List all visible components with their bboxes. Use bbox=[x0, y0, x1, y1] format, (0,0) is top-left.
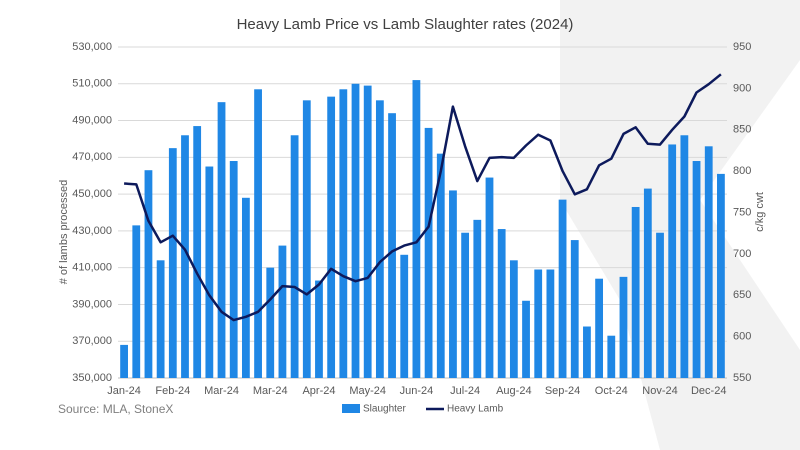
bar bbox=[339, 89, 348, 379]
bar bbox=[680, 135, 689, 378]
y2-tick-label: 750 bbox=[733, 206, 751, 218]
bar bbox=[400, 254, 409, 378]
bar bbox=[278, 245, 287, 378]
bar bbox=[168, 148, 177, 378]
bar bbox=[363, 85, 372, 378]
bar bbox=[583, 326, 591, 378]
y2-tick-label: 850 bbox=[733, 124, 751, 136]
bar bbox=[497, 229, 506, 378]
x-tick-label: Sep-24 bbox=[545, 385, 580, 397]
bar bbox=[668, 144, 677, 378]
source: Source: MLA, StoneX bbox=[58, 402, 173, 416]
y2-tick-label: 900 bbox=[733, 82, 751, 94]
x-tick-label: May-24 bbox=[349, 385, 386, 397]
bar bbox=[181, 135, 189, 378]
bar bbox=[461, 232, 470, 378]
bar bbox=[412, 80, 421, 378]
y-tick-label: 450,000 bbox=[72, 188, 112, 200]
bar bbox=[619, 276, 628, 378]
bar bbox=[205, 166, 214, 378]
bar bbox=[692, 161, 701, 378]
bar bbox=[534, 269, 543, 378]
y2-tick-label: 650 bbox=[733, 289, 751, 301]
x-tick-label: Aug-24 bbox=[496, 385, 531, 397]
line bbox=[124, 73, 722, 322]
bar bbox=[595, 278, 604, 378]
bar bbox=[656, 232, 664, 378]
bar bbox=[388, 113, 396, 378]
bar bbox=[522, 300, 530, 378]
legend-swatch bbox=[342, 404, 360, 413]
bar bbox=[351, 83, 360, 379]
x-tick-label: Oct-24 bbox=[595, 385, 628, 397]
bar bbox=[509, 260, 518, 378]
bar bbox=[570, 240, 579, 378]
bar bbox=[266, 267, 275, 378]
y2-tick-label: 700 bbox=[733, 248, 751, 260]
bar bbox=[241, 197, 250, 378]
bar bbox=[424, 127, 433, 379]
bar bbox=[254, 89, 262, 379]
bar bbox=[607, 335, 616, 378]
x-tick-label: Apr-24 bbox=[302, 385, 335, 397]
x-tick-label: Feb-24 bbox=[155, 385, 190, 397]
x-tick-label: Jun-24 bbox=[400, 385, 434, 397]
bar bbox=[315, 280, 323, 378]
legend-label: Heavy Lamb bbox=[447, 404, 504, 415]
x-tick-label: Mar-24 bbox=[253, 385, 288, 397]
y2-tick-label: 600 bbox=[733, 331, 751, 343]
bar bbox=[290, 135, 299, 378]
bar bbox=[485, 177, 494, 378]
y-tick-label: 490,000 bbox=[72, 114, 112, 126]
y2-axis-title: c/kg cwt bbox=[754, 192, 766, 232]
y2-tick-label: 550 bbox=[733, 372, 751, 384]
bar bbox=[704, 146, 713, 378]
bar bbox=[717, 173, 725, 378]
bar bbox=[302, 100, 311, 379]
y-tick-label: 510,000 bbox=[72, 78, 112, 90]
bar bbox=[546, 269, 555, 378]
bar bbox=[643, 188, 652, 378]
y-tick-label: 410,000 bbox=[72, 262, 112, 274]
bar bbox=[156, 260, 165, 378]
x-tick-label: Dec-24 bbox=[691, 385, 726, 397]
x-tick-label: Jul-24 bbox=[450, 385, 480, 397]
bar bbox=[449, 190, 457, 378]
bar bbox=[132, 225, 141, 378]
x-tick-label: Mar-24 bbox=[204, 385, 239, 397]
bar bbox=[217, 102, 226, 379]
y-tick-label: 350,000 bbox=[72, 372, 112, 384]
watermark bbox=[560, 0, 800, 450]
bar bbox=[120, 344, 128, 378]
x-tick-label: Jan-24 bbox=[107, 385, 141, 397]
bar bbox=[473, 219, 482, 378]
y-tick-label: 470,000 bbox=[72, 151, 112, 163]
legend-label: Slaughter bbox=[363, 404, 406, 415]
bar bbox=[631, 206, 640, 378]
y-tick-label: 530,000 bbox=[72, 41, 112, 53]
x-tick-label: Nov-24 bbox=[642, 385, 677, 397]
bar bbox=[144, 170, 153, 378]
bar bbox=[327, 96, 336, 379]
y-tick-label: 370,000 bbox=[72, 335, 112, 347]
bar bbox=[436, 153, 445, 378]
y2-tick-label: 950 bbox=[733, 41, 751, 53]
y-tick-label: 430,000 bbox=[72, 225, 112, 237]
bar bbox=[229, 161, 238, 378]
chart-title: Heavy Lamb Price vs Lamb Slaughter rates… bbox=[237, 16, 574, 33]
y2-tick-label: 800 bbox=[733, 165, 751, 177]
bar bbox=[375, 100, 384, 379]
bar bbox=[193, 126, 202, 378]
y-tick-label: 390,000 bbox=[72, 298, 112, 310]
bar bbox=[558, 199, 567, 378]
y-axis-title: # of lambs processed bbox=[58, 180, 70, 285]
